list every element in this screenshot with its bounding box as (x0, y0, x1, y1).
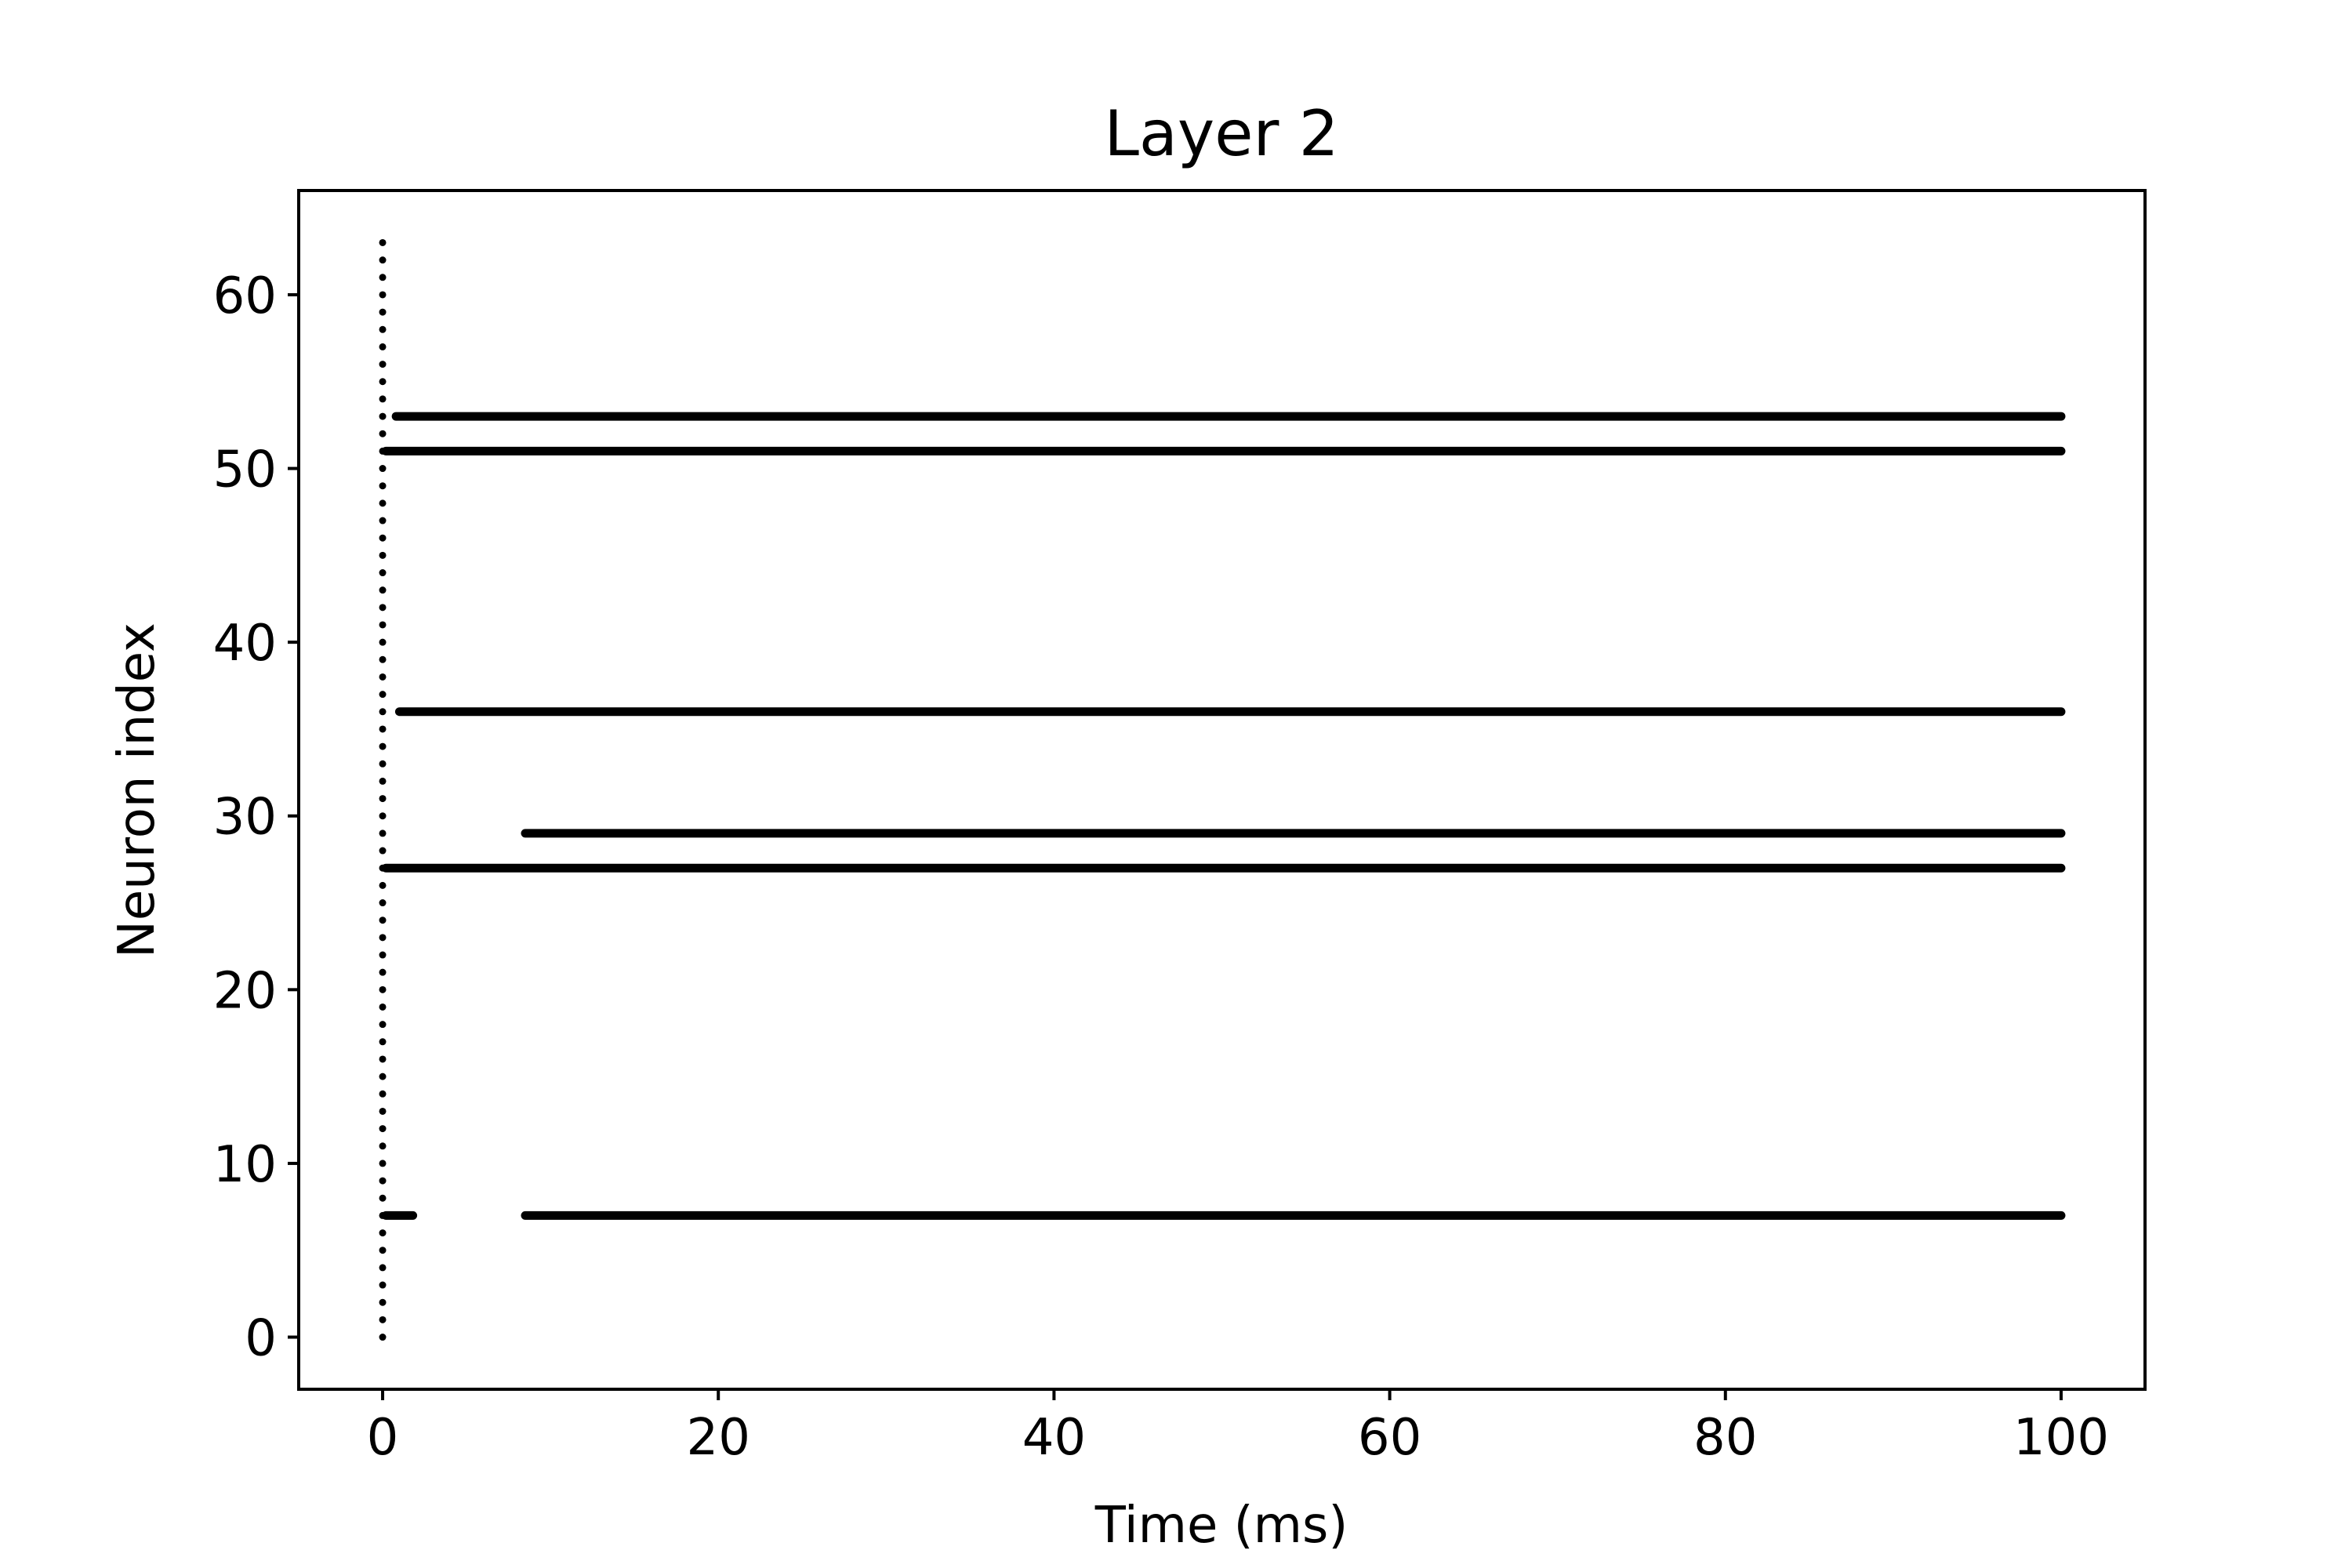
spike-point (379, 1142, 387, 1150)
y-tick-label: 0 (245, 1310, 277, 1368)
spike-point (379, 638, 387, 646)
spike-point (379, 1055, 387, 1063)
spike-point (379, 1334, 387, 1341)
spike-point (379, 274, 387, 281)
plot-area (379, 238, 2066, 1341)
spike-point (379, 291, 387, 299)
initial-spikes (379, 238, 387, 1341)
spike-point (379, 795, 387, 803)
y-axis: 0 10 20 30 40 50 60 (213, 267, 299, 1368)
y-tick-label: 40 (213, 615, 277, 673)
spike-point (379, 430, 387, 437)
spike-point (379, 951, 387, 959)
y-tick-label: 50 (213, 441, 277, 499)
spike-point (379, 725, 387, 733)
y-tick-label: 20 (213, 962, 277, 1020)
spike-point (379, 256, 387, 264)
x-axis-label: Time (ms) (1094, 1497, 1348, 1555)
spike-point (379, 1090, 387, 1098)
spike-point (379, 517, 387, 524)
spike-point (379, 812, 387, 820)
spike-point (379, 586, 387, 594)
spike-point (379, 1281, 387, 1289)
spike-point (379, 1038, 387, 1046)
x-tick-label: 60 (1358, 1409, 1421, 1467)
x-tick-label: 80 (1693, 1409, 1757, 1467)
spike-point (379, 412, 387, 420)
spike-point (379, 934, 387, 942)
spike-point (379, 238, 387, 246)
spike-point (379, 343, 387, 350)
x-tick-label: 20 (687, 1409, 750, 1467)
spike-point (379, 1264, 387, 1272)
spike-point (379, 499, 387, 507)
spike-point (379, 1177, 387, 1185)
spike-point (379, 621, 387, 629)
spike-point (379, 1316, 387, 1323)
spike-point (379, 829, 387, 837)
spike-point (379, 985, 387, 993)
spike-point (379, 760, 387, 768)
spike-point (379, 916, 387, 924)
spike-point (379, 465, 387, 473)
spike-point (379, 777, 387, 785)
spike-point (379, 1298, 387, 1306)
spike-point (379, 742, 387, 750)
spike-point (379, 534, 387, 542)
x-axis: 0 20 40 60 80 100 (367, 1389, 2109, 1467)
spike-point (379, 655, 387, 663)
spike-point (379, 308, 387, 316)
spike-point (379, 1160, 387, 1167)
y-tick-label: 10 (213, 1136, 277, 1194)
x-tick-label: 0 (367, 1409, 399, 1467)
spike-point (379, 881, 387, 889)
spike-point (379, 1107, 387, 1115)
spike-point (379, 691, 387, 699)
spike-point (379, 899, 387, 907)
y-axis-label: Neuron index (108, 622, 166, 958)
spike-point (379, 569, 387, 577)
spike-point (379, 325, 387, 333)
spike-point (379, 482, 387, 490)
spike-point (379, 1003, 387, 1011)
x-tick-label: 100 (2013, 1409, 2109, 1467)
spike-point (379, 847, 387, 855)
spike-point (379, 361, 387, 368)
spike-point (379, 673, 387, 681)
spike-point (379, 1125, 387, 1133)
spike-point (379, 708, 387, 716)
spike-point (379, 378, 387, 386)
spike-point (379, 1194, 387, 1202)
chart-title: Layer 2 (1104, 97, 1338, 170)
spike-point (379, 604, 387, 612)
spike-point (379, 1021, 387, 1029)
spike-point (379, 968, 387, 976)
spike-point (379, 1073, 387, 1080)
y-tick-label: 60 (213, 267, 277, 325)
spike-point (379, 551, 387, 559)
spike-point (379, 395, 387, 403)
x-tick-label: 40 (1022, 1409, 1086, 1467)
plot-frame (297, 189, 2147, 1391)
spike-point (379, 1247, 387, 1254)
spike-point (379, 1229, 387, 1237)
y-tick-label: 30 (213, 789, 277, 847)
